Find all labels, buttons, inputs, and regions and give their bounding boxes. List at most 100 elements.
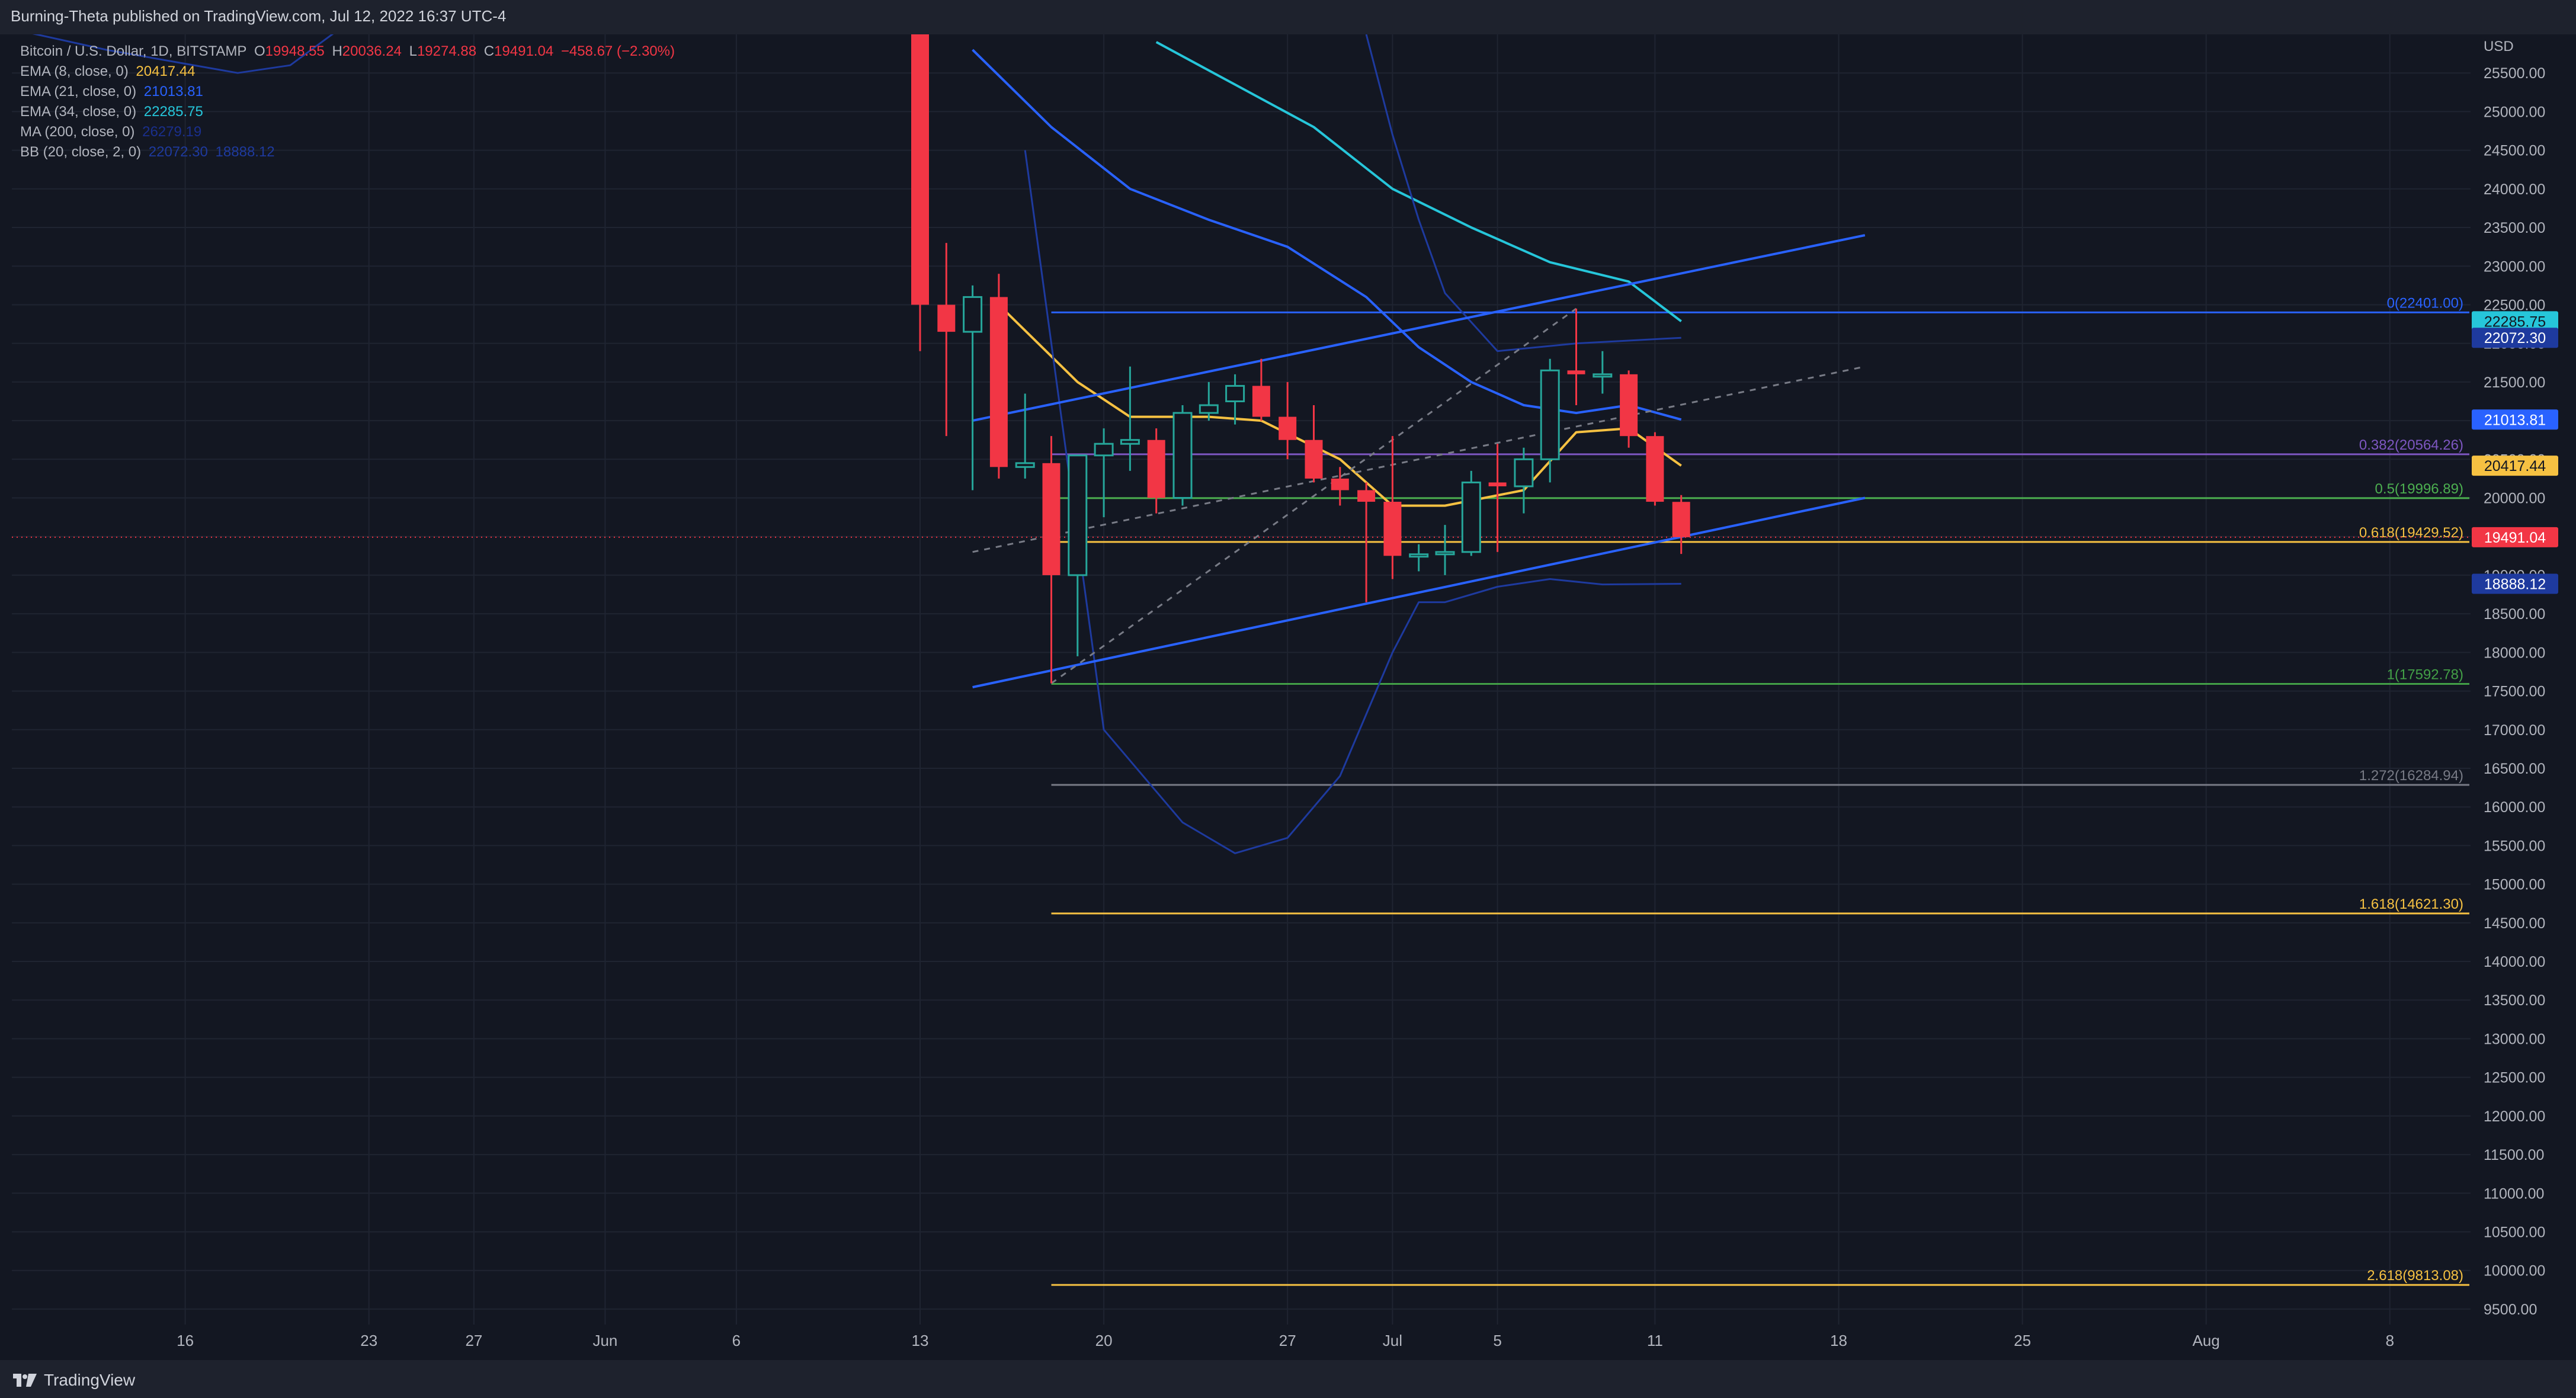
candle-body [1199,404,1219,414]
price-tag[interactable] [2472,328,2558,348]
fib-trend-line[interactable] [1050,307,1577,684]
candle-body [1120,439,1140,445]
indicator-value: 22072.30 [148,144,208,160]
tradingview-logo[interactable]: TradingView [13,1371,135,1390]
footer-bar: TradingView [0,1360,2576,1398]
fibonacci-extension[interactable]: 0(22401.00) 0.382(20564.26) 0.5(19996.89) 0… [12,295,2471,1286]
ohlc-low-label: L [409,43,417,59]
candle-body [989,297,1008,467]
y-tick-label: 11000.00 [2484,1185,2544,1202]
price-axis[interactable]: USD 9500.00 10000.00 10500.00 11000.00 11500.… [2472,39,2558,1318]
y-tick-label: 23000.00 [2484,258,2545,275]
ohlc-close: 19491.04 [494,43,554,59]
axis-currency: USD [2484,39,2514,54]
candle-body [1620,374,1638,437]
price-tag-label: 18888.12 [2484,576,2546,593]
time-axis[interactable]: 16 23 27 Jun 6 13 20 27 Jul 5 11 18 25 Aug 8 [177,1332,2394,1349]
y-tick-label: 14000.00 [2484,954,2545,970]
y-tick-label: 25500.00 [2484,65,2545,82]
y-tick-label: 18000.00 [2484,645,2545,661]
x-tick-label: Jul [1383,1332,1402,1349]
channel-upper-line[interactable] [972,234,1866,422]
indicator-label: EMA (21, close, 0) [20,84,137,100]
symbol-name: Bitcoin / U.S. Dollar, 1D, BITSTAMP [20,43,247,59]
candle-body [1172,412,1193,499]
ohlc-low: 19274.88 [416,43,477,59]
trend-channel[interactable] [972,234,1866,688]
candle-body [963,296,983,333]
indicator-line [1024,150,1681,854]
x-tick-label: Jun [592,1332,617,1349]
channel-middle-line[interactable] [972,365,1866,553]
indicator-label: BB (20, close, 2, 0) [20,144,142,160]
published-text: Burning-Theta published on TradingView.c… [11,7,507,25]
candle-body [937,304,956,332]
ohlc-open-label: O [254,43,265,59]
header-bar: Burning-Theta published on TradingView.c… [0,0,2576,34]
candle-body [1225,384,1245,402]
fib-level-label: 1(17592.78) [2387,666,2463,682]
x-tick-label: 16 [177,1332,194,1349]
candle-body [1383,502,1402,556]
tradingview-brand: TradingView [44,1371,136,1389]
candle-body [1305,440,1323,479]
legend-ema21[interactable]: EMA (21, close, 0) 21013.81 [20,82,678,102]
fib-level-label: 0.382(20564.26) [2359,437,2463,453]
candles [911,34,1690,684]
y-tick-label: 13000.00 [2484,1031,2545,1047]
fib-level-label: 0.5(19996.89) [2375,481,2463,497]
price-tag[interactable] [2472,456,2558,476]
price-chart[interactable]: 0(22401.00) 0.382(20564.26) 0.5(19996.89) 0… [0,0,2576,1360]
candle-body [1435,551,1455,556]
ohlc-change: −458.67 (−2.30%) [560,43,675,59]
indicator-line [1365,34,1681,352]
ohlc-open: 19948.55 [265,43,325,59]
y-tick-label: 14500.00 [2484,915,2545,932]
fib-level-label: 0(22401.00) [2387,295,2463,311]
indicator-label: EMA (34, close, 0) [20,104,137,120]
candle-body [1042,463,1060,575]
indicator-line [972,49,1682,421]
y-tick-label: 18500.00 [2484,606,2545,623]
candle-body [1015,462,1035,468]
x-tick-label: 27 [465,1332,482,1349]
legend-bb[interactable]: BB (20, close, 2, 0) 22072.30 18888.12 [20,142,678,162]
candle-body [1567,370,1585,374]
indicator-label: MA (200, close, 0) [20,124,135,140]
x-tick-label: 6 [732,1332,741,1349]
indicator-lines [32,34,1682,854]
indicator-value-lower: 18888.12 [215,144,275,160]
price-tag[interactable] [2472,409,2558,430]
chart-legend: Bitcoin / U.S. Dollar, 1D, BITSTAMP O199… [20,41,678,162]
indicator-label: EMA (8, close, 0) [20,63,129,79]
x-tick-label: 11 [1647,1332,1663,1349]
price-tag[interactable] [2472,527,2558,547]
y-tick-label: 15000.00 [2484,877,2545,893]
candle-body [1279,416,1297,440]
candle-body [1409,553,1429,558]
legend-ema8[interactable]: EMA (8, close, 0) 20417.44 [20,62,678,82]
fib-level-label: 0.618(19429.52) [2359,525,2463,541]
channel-lower-line[interactable] [972,496,1866,688]
price-tag-label: 22285.75 [2484,313,2546,330]
x-tick-label: 27 [1279,1332,1296,1349]
price-tag-label: 20417.44 [2484,458,2546,474]
candle-body [1593,373,1613,378]
price-tag[interactable] [2472,573,2558,594]
indicator-value: 26279.19 [142,124,202,140]
candle-body [1672,502,1690,537]
indicator-value: 20417.44 [136,63,196,79]
x-tick-label: 5 [1493,1332,1501,1349]
y-tick-label: 23500.00 [2484,220,2545,236]
x-tick-label: 18 [1830,1332,1847,1349]
tradingview-logo-icon [13,1374,37,1387]
y-tick-label: 21500.00 [2484,374,2545,391]
y-tick-label: 16000.00 [2484,799,2545,816]
candle-body [1357,490,1376,502]
ohlc-close-label: C [483,43,495,59]
candle-body [1147,440,1165,498]
fib-level-label: 1.618(14621.30) [2359,896,2463,912]
legend-ma200[interactable]: MA (200, close, 0) 26279.19 [20,122,678,142]
legend-ema34[interactable]: EMA (34, close, 0) 22285.75 [20,102,678,122]
price-tag[interactable] [2472,311,2558,332]
